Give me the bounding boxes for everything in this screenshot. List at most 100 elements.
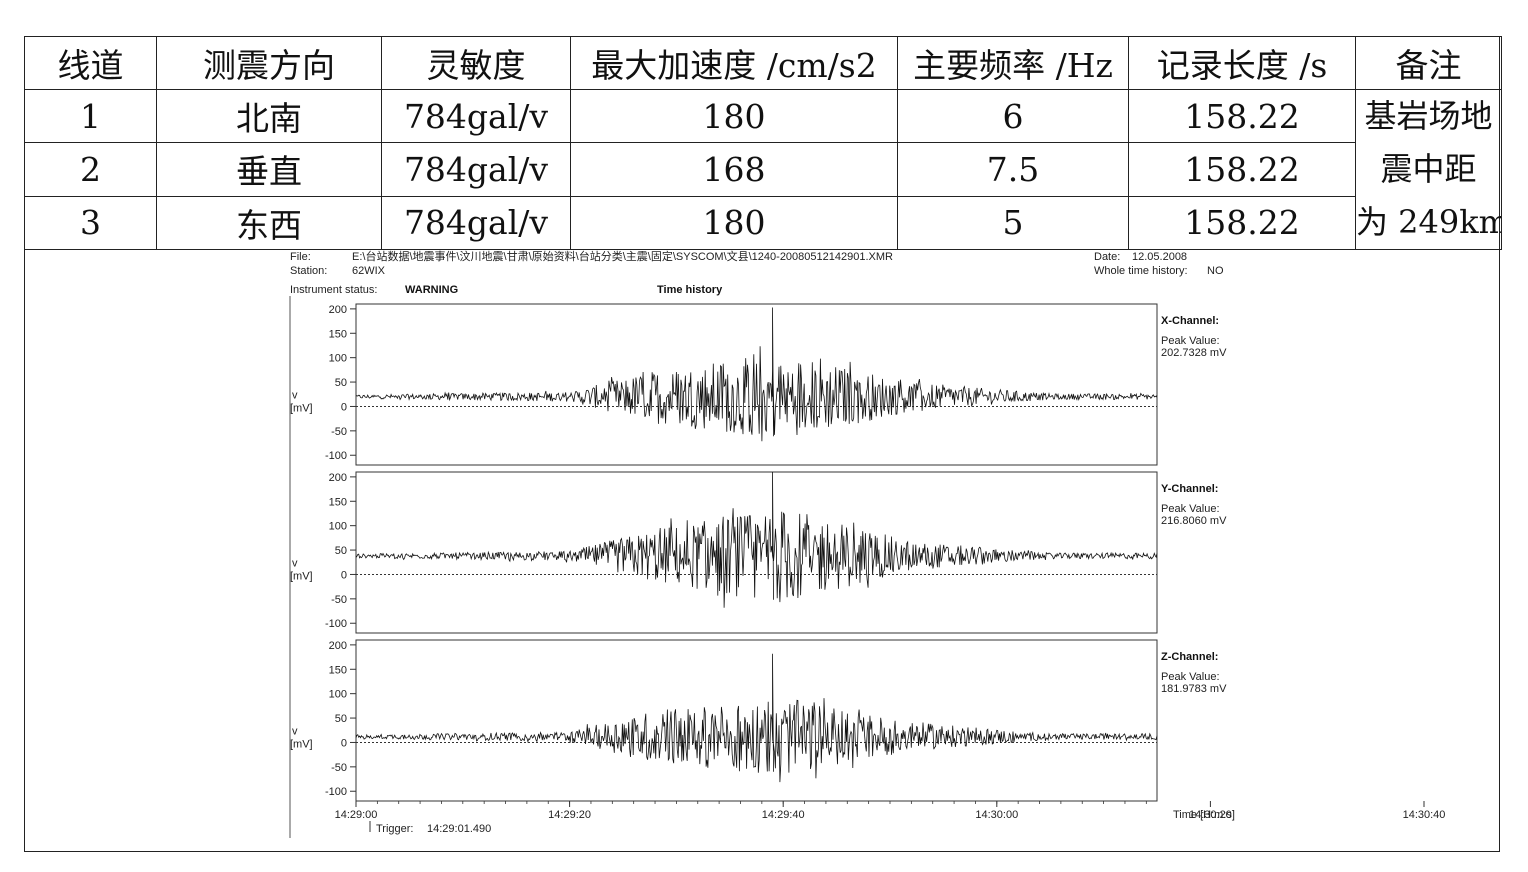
peak-label: Peak Value: bbox=[1161, 503, 1220, 515]
peak-label: Peak Value: bbox=[1161, 671, 1220, 683]
table-row: 1 北南 784gal/v 180 6 158.22 基岩场地 震中距 为 24… bbox=[24, 88, 1502, 250]
cell-length: 158.22 bbox=[1128, 142, 1356, 197]
y-axis-unit: [mV] bbox=[290, 738, 313, 750]
y-axis-label: v bbox=[292, 389, 298, 401]
y-tick-label: 150 bbox=[329, 496, 347, 508]
y-tick-label: 100 bbox=[329, 353, 347, 365]
y-tick-label: -50 bbox=[331, 762, 347, 774]
note-line: 为 249km bbox=[1356, 203, 1502, 241]
cell-frequency: 5 bbox=[897, 195, 1129, 251]
plot-frame bbox=[355, 639, 1158, 802]
y-axis-label: v bbox=[292, 557, 298, 569]
chart-title: Time history bbox=[657, 284, 723, 296]
y-tick-label: 0 bbox=[341, 401, 347, 413]
x-tick-label: 14:30:40 bbox=[1403, 809, 1446, 821]
x-tick-label: 14:30:20 bbox=[1189, 809, 1232, 821]
peak-value: 216.8060 mV bbox=[1161, 515, 1227, 527]
y-tick-label: -50 bbox=[331, 426, 347, 438]
cell-direction: 垂直 bbox=[156, 142, 382, 197]
y-tick-label: 0 bbox=[341, 569, 347, 581]
y-tick-label: 50 bbox=[335, 377, 347, 389]
cell-frequency: 6 bbox=[897, 88, 1129, 144]
col-header-main-frequency: 主要频率 /Hz bbox=[897, 36, 1129, 90]
cell-sensitivity: 784gal/v bbox=[381, 142, 571, 197]
peak-value: 202.7328 mV bbox=[1161, 347, 1227, 359]
table-row: 3 东西 784gal/v 180 5 158.22 bbox=[24, 195, 1502, 251]
whole-time-history-value: NO bbox=[1207, 265, 1224, 277]
file-path: E:\台站数据\地震事件\汶川地震\甘肃\原始资料\台站分类\主震\固定\SYS… bbox=[352, 249, 893, 263]
y-tick-label: -50 bbox=[331, 594, 347, 606]
y-tick-label: -100 bbox=[325, 618, 347, 630]
table-row: 2 垂直 784gal/v 168 7.5 158.22 bbox=[24, 142, 1502, 197]
col-header-sensitivity: 灵敏度 bbox=[381, 36, 571, 90]
cell-length: 158.22 bbox=[1128, 88, 1356, 144]
col-header-max-acceleration: 最大加速度 /cm/s2 bbox=[570, 36, 898, 90]
trigger-value: 14:29:01.490 bbox=[427, 823, 491, 835]
seismogram-svg: File: E:\台站数据\地震事件\汶川地震\甘肃\原始资料\台站分类\主震\… bbox=[289, 249, 1446, 838]
cell-sensitivity: 784gal/v bbox=[381, 88, 571, 144]
peak-value: 181.9783 mV bbox=[1161, 683, 1227, 695]
note-line: 基岩场地 bbox=[1364, 97, 1493, 135]
waveform-line bbox=[355, 653, 1158, 783]
instrument-status-value: WARNING bbox=[405, 284, 458, 296]
y-tick-label: 0 bbox=[341, 737, 347, 749]
channel-panel: 200 150 100 50 0 -50 -100 v[mV] Z-Channel: Peak V… bbox=[290, 639, 1227, 802]
date-label: Date: bbox=[1094, 251, 1120, 263]
trigger-label: Trigger: bbox=[376, 823, 414, 835]
x-axis-label: Time [H:m:s] bbox=[1173, 809, 1235, 821]
cell-max-acceleration: 168 bbox=[570, 142, 898, 197]
col-header-line: 线道 bbox=[24, 36, 157, 90]
x-tick-label: 14:29:40 bbox=[762, 809, 805, 821]
y-tick-label: 150 bbox=[329, 664, 347, 676]
y-axis-label: v bbox=[292, 725, 298, 737]
y-axis-unit: [mV] bbox=[290, 402, 313, 414]
time-axis: 14:29:00 14:29:20 14:29:40 14:30:00 14:30:20… bbox=[335, 801, 1446, 835]
y-tick-label: 50 bbox=[335, 713, 347, 725]
cell-sensitivity: 784gal/v bbox=[381, 195, 571, 251]
cell-max-acceleration: 180 bbox=[570, 195, 898, 251]
col-header-direction: 测震方向 bbox=[156, 36, 382, 90]
station-label: Station: bbox=[290, 265, 327, 277]
cell-direction: 北南 bbox=[156, 88, 382, 144]
x-tick-label: 14:29:20 bbox=[548, 809, 591, 821]
cell-note: 基岩场地 震中距 为 249km bbox=[1355, 89, 1502, 250]
station-value: 62WIX bbox=[352, 265, 386, 277]
plot-frame bbox=[355, 303, 1158, 466]
cell-length: 158.22 bbox=[1128, 195, 1356, 251]
x-tick-label: 14:29:00 bbox=[335, 809, 378, 821]
cell-line: 3 bbox=[24, 195, 157, 251]
y-tick-label: -100 bbox=[325, 786, 347, 798]
y-tick-label: 200 bbox=[329, 472, 347, 484]
seismogram-chart: File: E:\台站数据\地震事件\汶川地震\甘肃\原始资料\台站分类\主震\… bbox=[25, 248, 1499, 852]
x-tick-label: 14:30:00 bbox=[975, 809, 1018, 821]
col-header-record-length: 记录长度 /s bbox=[1128, 36, 1356, 90]
instrument-status-label: Instrument status: bbox=[290, 284, 377, 296]
y-axis-unit: [mV] bbox=[290, 570, 313, 582]
y-tick-label: 200 bbox=[329, 304, 347, 316]
channel-name: Z-Channel: bbox=[1161, 651, 1218, 663]
whole-time-history-label: Whole time history: bbox=[1094, 265, 1188, 277]
note-line: 震中距 bbox=[1380, 150, 1477, 188]
file-label: File: bbox=[290, 251, 311, 263]
parameter-table: 线道 测震方向 灵敏度 最大加速度 /cm/s2 主要频率 /Hz 记录长度 /… bbox=[24, 36, 1502, 251]
cell-direction: 东西 bbox=[156, 195, 382, 251]
y-tick-label: -100 bbox=[325, 450, 347, 462]
y-tick-label: 100 bbox=[329, 689, 347, 701]
y-tick-label: 200 bbox=[329, 640, 347, 652]
channel-name: Y-Channel: bbox=[1161, 483, 1218, 495]
col-header-note: 备注 bbox=[1355, 36, 1502, 90]
y-tick-label: 50 bbox=[335, 545, 347, 557]
channel-name: X-Channel: bbox=[1161, 315, 1219, 327]
channel-panel: 200 150 100 50 0 -50 -100 v[mV] X-Channel: Peak V… bbox=[290, 303, 1227, 466]
channel-panel: 200 150 100 50 0 -50 -100 v[mV] Y-Channel: Peak V… bbox=[290, 471, 1227, 634]
table-header-row: 线道 测震方向 灵敏度 最大加速度 /cm/s2 主要频率 /Hz 记录长度 /… bbox=[24, 36, 1502, 90]
y-tick-label: 100 bbox=[329, 521, 347, 533]
cell-line: 1 bbox=[24, 88, 157, 144]
waveform-line bbox=[355, 307, 1158, 442]
waveform-line bbox=[355, 471, 1158, 608]
peak-label: Peak Value: bbox=[1161, 335, 1220, 347]
cell-max-acceleration: 180 bbox=[570, 88, 898, 144]
y-tick-label: 150 bbox=[329, 328, 347, 340]
cell-frequency: 7.5 bbox=[897, 142, 1129, 197]
